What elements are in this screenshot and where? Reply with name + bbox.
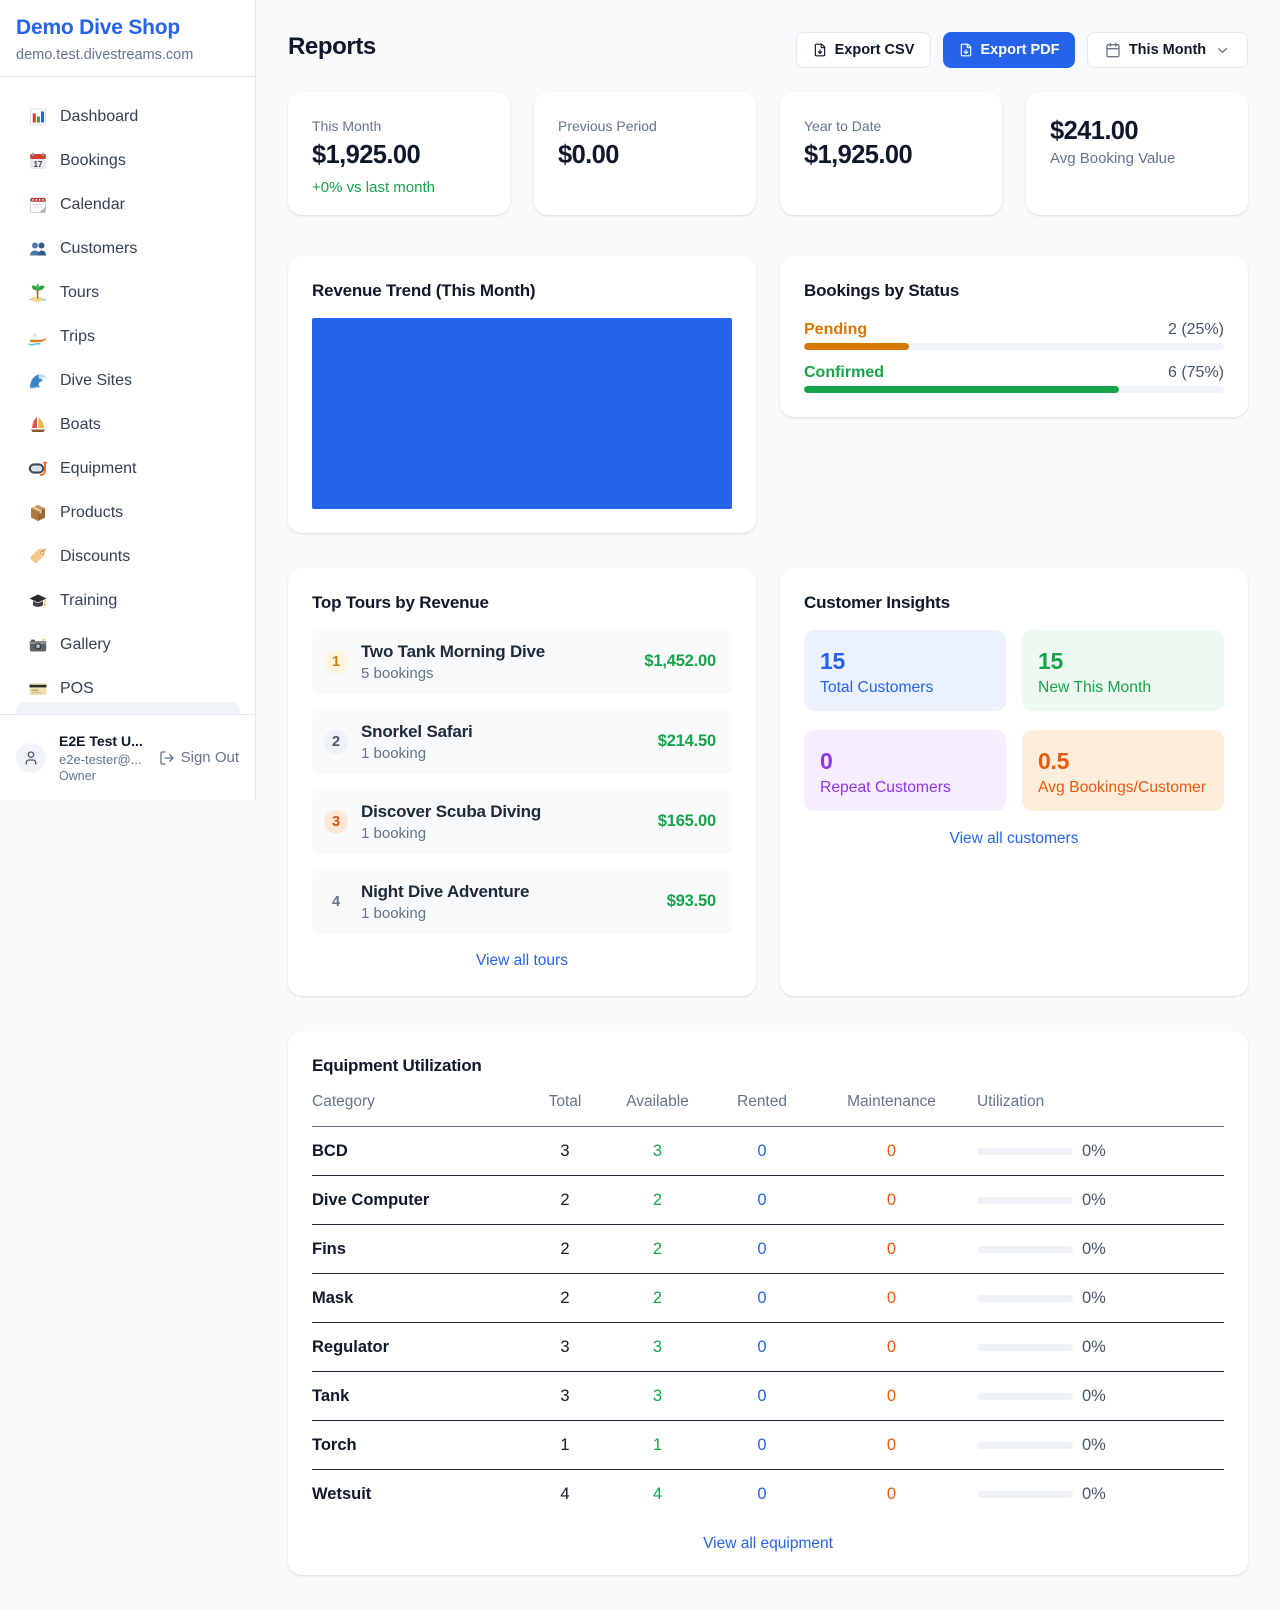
svg-text:17: 17 <box>34 160 43 169</box>
